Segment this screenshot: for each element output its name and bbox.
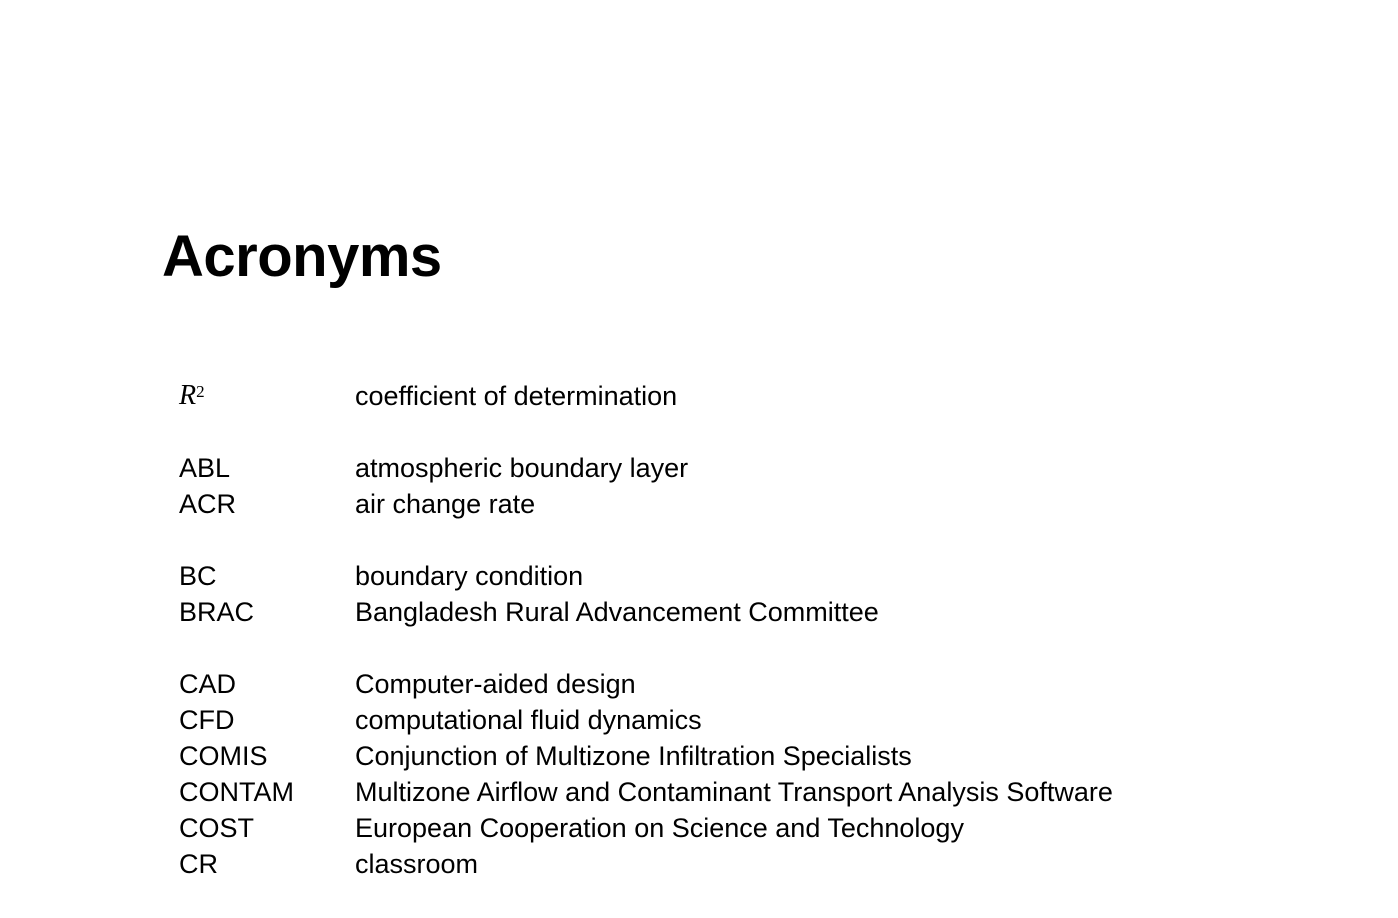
acronym-row: BC boundary condition	[179, 558, 1279, 594]
acronym-term: CONTAM	[179, 777, 294, 807]
acronym-row: CR classroom	[179, 846, 1279, 882]
acronym-term: CFD	[179, 705, 235, 735]
acronym-definition: air change rate	[355, 489, 536, 519]
acronym-group-c: CAD Computer-aided design CFD computatio…	[179, 666, 1279, 882]
acronym-definition: atmospheric boundary layer	[355, 453, 689, 483]
acronym-row: ABL atmospheric boundary layer	[179, 450, 1279, 486]
acronym-list: R2 coefficient of determination ABL atmo…	[179, 378, 1279, 918]
acronym-term: R2	[179, 378, 355, 414]
acronym-term: CAD	[179, 669, 237, 699]
acronym-definition: European Cooperation on Science and Tech…	[355, 813, 964, 843]
acronym-definition: Bangladesh Rural Advancement Committee	[355, 597, 879, 627]
acronym-row: R2 coefficient of determination	[179, 378, 1279, 414]
acronym-row: BRAC Bangladesh Rural Advancement Commit…	[179, 594, 1279, 630]
acronym-group-a: ABL atmospheric boundary layer ACR air c…	[179, 450, 1279, 522]
acronym-term: BRAC	[179, 597, 255, 627]
acronym-definition: Multizone Airflow and Contaminant Transp…	[355, 777, 1113, 807]
page-title: Acronyms	[162, 224, 442, 289]
acronym-row: CFD computational fluid dynamics	[179, 702, 1279, 738]
acronym-row: ACR air change rate	[179, 486, 1279, 522]
acronym-term: CR	[179, 849, 218, 879]
acronym-group-symbols: R2 coefficient of determination	[179, 378, 1279, 414]
acronym-group-b: BC boundary condition BRAC Bangladesh Ru…	[179, 558, 1279, 630]
acronym-term: ACR	[179, 489, 237, 519]
acronym-definition: classroom	[355, 849, 479, 879]
acronym-definition: computational fluid dynamics	[355, 705, 702, 735]
acronym-definition: boundary condition	[355, 561, 584, 591]
acronym-term: ABL	[179, 453, 231, 483]
acronym-row: COMIS Conjunction of Multizone Infiltrat…	[179, 738, 1279, 774]
acronym-row: COST European Cooperation on Science and…	[179, 810, 1279, 846]
acronym-row: CONTAM Multizone Airflow and Contaminant…	[179, 774, 1279, 810]
acronym-definition: Computer-aided design	[355, 669, 636, 699]
acronym-term: COST	[179, 813, 255, 843]
acronym-term-base: R	[179, 380, 197, 411]
acronym-term: BC	[179, 561, 217, 591]
acronym-term: COMIS	[179, 741, 268, 771]
acronym-definition: coefficient of determination	[355, 381, 678, 411]
acronym-definition: Conjunction of Multizone Infiltration Sp…	[355, 741, 912, 771]
acronym-term-superscript: 2	[196, 382, 205, 401]
acronym-row: CAD Computer-aided design	[179, 666, 1279, 702]
